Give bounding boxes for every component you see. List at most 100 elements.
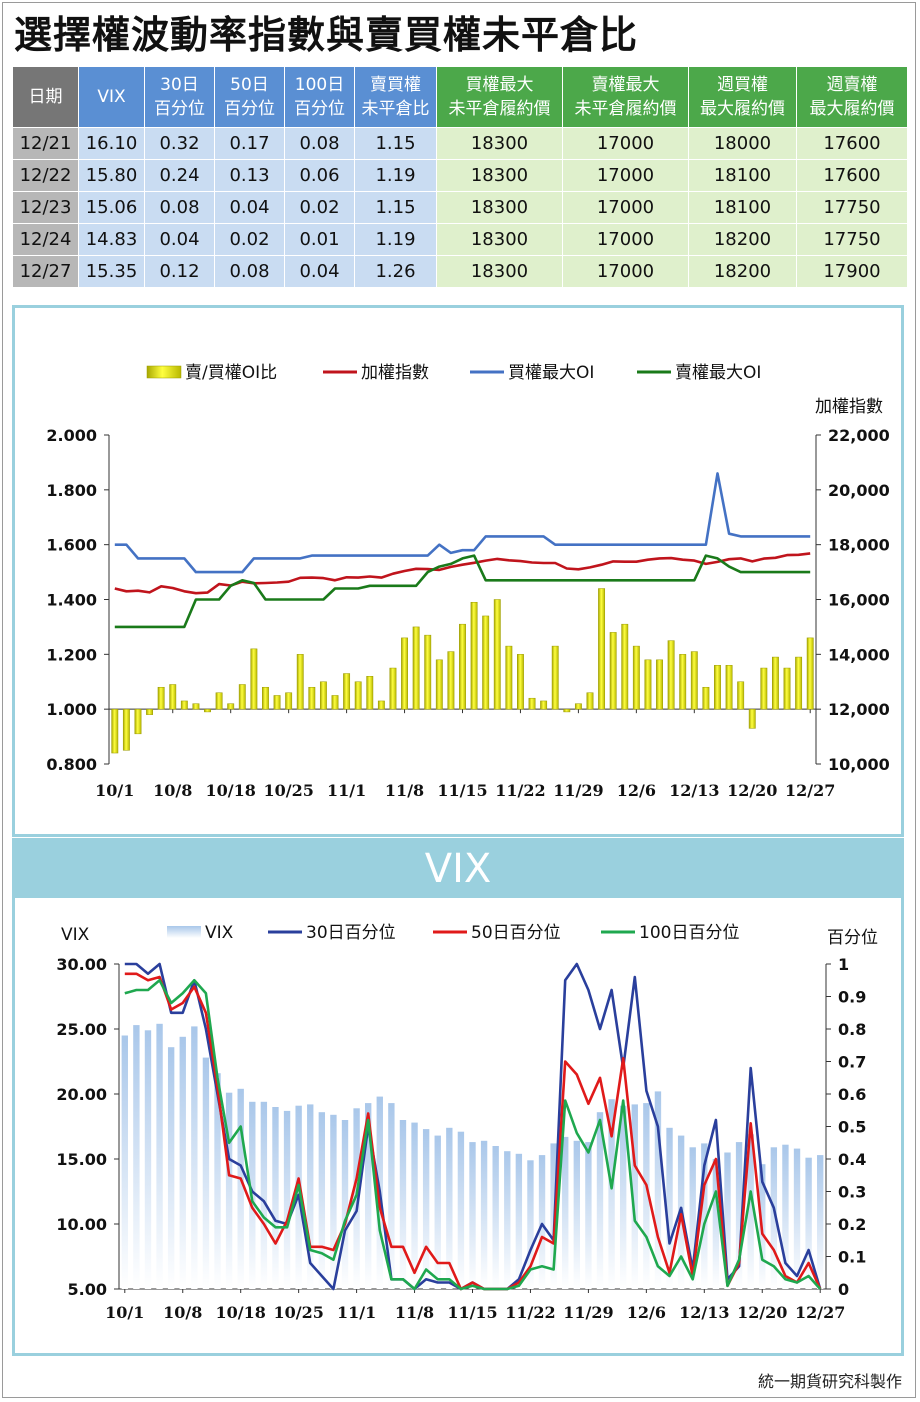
- column-header-line1: 日期: [28, 87, 63, 107]
- bar-vix: [156, 1023, 163, 1289]
- bar-vix: [585, 1142, 592, 1289]
- x-tick-label: 12/27: [785, 781, 835, 800]
- bar-vix: [121, 1035, 128, 1289]
- column-header-line1: VIX: [97, 87, 126, 107]
- bar-vix: [770, 1147, 778, 1289]
- bar-vix: [179, 1036, 186, 1289]
- bar-vix: [782, 1144, 789, 1289]
- column-header-line2: 百分位: [154, 99, 205, 119]
- vix-chart: 30.00 25.00 20.00 15.00 10.00 5.00 1 0.9 0.8 0.7 0…: [56, 923, 878, 1322]
- column-header-line2: 百分位: [224, 99, 275, 119]
- bar-oi-ratio: [702, 686, 710, 710]
- x-tick-label: 11/29: [553, 781, 603, 800]
- left-axis-title: VIX: [61, 925, 90, 945]
- table-cell: 0.02: [214, 223, 285, 256]
- bar-oi-ratio: [737, 681, 745, 710]
- bar-vix: [167, 1047, 175, 1289]
- table-cell: 15.80: [78, 159, 145, 192]
- table-cell: 0.17: [214, 127, 285, 160]
- x-tick-label: 12/6: [627, 1303, 666, 1322]
- bar-oi-ratio: [621, 623, 629, 710]
- bar-oi-ratio: [262, 686, 269, 710]
- x-tick-label: 11/8: [385, 781, 424, 800]
- bar-oi-ratio: [795, 656, 803, 710]
- right-tick-label: 20,000: [828, 481, 890, 500]
- left-tick-label: 1.200: [46, 645, 97, 664]
- oi-ratio-chart-panel: 2.000 1.800 1.600 1.400 1.200 1.000 0.800 22,00…: [12, 305, 904, 837]
- bar-vix: [619, 1105, 627, 1289]
- bar-oi-ratio: [783, 667, 791, 710]
- legend-label: 賣/買權OI比: [185, 363, 277, 383]
- right-tick-label: 0.4: [838, 1150, 866, 1169]
- vix-chart-panel: 30.00 25.00 20.00 15.00 10.00 5.00 1 0.9 0.8 0.7 0…: [12, 898, 904, 1356]
- bar-vix: [724, 1152, 731, 1289]
- bar-vix: [399, 1120, 407, 1289]
- x-tick-label: 10/1: [95, 781, 134, 800]
- footer-credit: 統一期貨研究科製作: [757, 1372, 902, 1391]
- table-cell: 0.13: [214, 159, 285, 192]
- bar-vix: [735, 1142, 743, 1289]
- x-tick-label: 11/8: [395, 1303, 434, 1322]
- table-row: 12/21 16.10 0.32 0.17 0.08 1.15 18300 17000 1800…: [12, 127, 908, 160]
- series-line-2: [124, 972, 822, 1291]
- bar-oi-ratio: [748, 708, 756, 729]
- bar-vix: [492, 1146, 499, 1289]
- table-row: 12/24 14.83 0.04 0.02 0.01 1.19 18300 17000 1820…: [12, 223, 908, 256]
- table-cell: 0.04: [214, 191, 285, 224]
- bar-vix: [504, 1151, 511, 1289]
- left-tick-label: 20.00: [56, 1085, 107, 1104]
- table-cell: 17000: [562, 191, 689, 224]
- table-cell: 17000: [562, 127, 689, 160]
- table-row: 12/23 15.06 0.08 0.04 0.02 1.15 18300 17000 1810…: [12, 191, 908, 224]
- page-title: 選擇權波動率指數與賣買權未平倉比: [14, 13, 639, 57]
- x-tick-label: 10/25: [273, 1303, 323, 1322]
- table-cell: 1.19: [354, 223, 437, 256]
- table-cell: 0.08: [214, 255, 285, 288]
- bar-vix: [596, 1112, 604, 1289]
- table-cell: 0.01: [284, 223, 355, 256]
- bar-oi-ratio: [435, 659, 443, 710]
- series-line-3: [114, 554, 811, 629]
- right-tick-label: 14,000: [828, 645, 890, 664]
- bar-vix: [793, 1148, 801, 1289]
- bar-oi-ratio: [459, 623, 466, 710]
- x-tick-label: 12/6: [617, 781, 656, 800]
- right-tick-label: 12,000: [828, 700, 890, 719]
- table-cell: 18300: [436, 223, 563, 256]
- column-header: 賣買權 未平倉比: [354, 66, 437, 128]
- table-cell: 1.15: [354, 191, 437, 224]
- column-header-line2: 未平倉履約價: [448, 99, 551, 119]
- series-line-3: [124, 979, 822, 1291]
- series-line-2: [114, 472, 811, 574]
- bar-vix: [631, 1104, 638, 1289]
- bar-oi-ratio: [424, 634, 432, 710]
- table-cell: 18100: [688, 191, 797, 224]
- table-cell: 1.15: [354, 127, 437, 160]
- bar-oi-ratio: [377, 700, 385, 710]
- bar-vix: [191, 1026, 198, 1289]
- column-header: VIX: [78, 66, 145, 128]
- bar-oi-ratio: [285, 692, 293, 710]
- bar-vix: [307, 1104, 314, 1289]
- legend-label: VIX: [205, 923, 234, 943]
- vix-banner-title: VIX: [424, 846, 492, 892]
- bar-oi-ratio: [505, 645, 513, 710]
- bar-oi-ratio: [180, 700, 188, 710]
- bar-oi-ratio: [574, 703, 582, 710]
- bar-oi-ratio: [725, 665, 733, 710]
- column-header-line1: 賣買權: [370, 75, 421, 95]
- oi-ratio-chart: 2.000 1.800 1.600 1.400 1.200 1.000 0.800 22,00…: [46, 363, 890, 800]
- table-cell: 0.08: [284, 127, 355, 160]
- bar-oi-ratio: [273, 695, 281, 710]
- table-header-row: 日期 VIX 30日 百分位 50日 百分位 100日 百分位 賣買權 未平倉比 買權最大 未平倉履約…: [12, 66, 908, 128]
- table-cell: 0.06: [284, 159, 355, 192]
- table-cell: 15.35: [78, 255, 145, 288]
- table-cell: 17600: [796, 159, 908, 192]
- right-axis-title: 百分位: [827, 928, 878, 948]
- right-tick-label: 0.9: [838, 988, 866, 1007]
- table-cell: 17000: [562, 255, 689, 288]
- x-tick-label: 10/8: [153, 781, 192, 800]
- bar-vix: [330, 1114, 337, 1289]
- bar-vix: [747, 1134, 754, 1289]
- bar-vix: [469, 1142, 476, 1289]
